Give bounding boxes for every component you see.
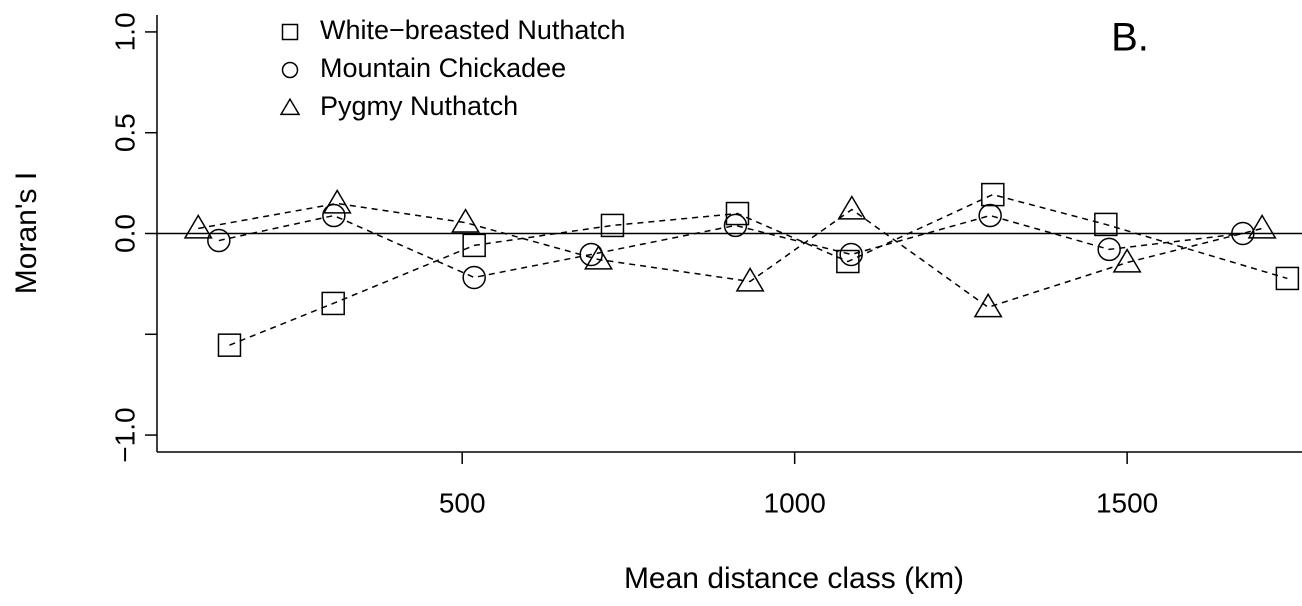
data-point — [723, 213, 748, 238]
data-point — [981, 182, 1005, 207]
data-point — [1231, 221, 1255, 246]
data-point — [583, 245, 614, 270]
legend-marker — [281, 61, 299, 79]
data-point — [1097, 237, 1121, 262]
data-point — [1112, 248, 1142, 273]
y-tick-label: 0.0 — [109, 214, 140, 253]
series-line — [229, 193, 1288, 346]
x-axis-label: Mean distance class (km) — [624, 562, 964, 595]
data-point — [1094, 212, 1118, 237]
data-point — [1275, 266, 1300, 291]
data-point — [725, 201, 750, 226]
legend-marker — [279, 97, 301, 116]
legend-label: Mountain Chickadee — [320, 53, 566, 83]
panel-label: B. — [1111, 16, 1149, 60]
data-point — [183, 214, 213, 239]
series-line — [198, 202, 1263, 309]
data-point — [217, 333, 242, 357]
y-tick-label: −1.0 — [109, 407, 140, 462]
x-tick-label: 1000 — [764, 487, 826, 518]
data-point — [321, 291, 345, 316]
legend-label: Pygmy Nuthatch — [320, 91, 518, 121]
data-point — [600, 213, 625, 238]
series-line — [218, 214, 1243, 279]
data-point — [839, 242, 863, 267]
x-tick-label: 500 — [439, 487, 486, 518]
y-tick-label: 0.5 — [109, 113, 140, 152]
data-point — [978, 203, 1002, 228]
data-point — [973, 292, 1003, 318]
y-axis-label: Moran's I — [10, 172, 43, 294]
data-point — [207, 228, 231, 253]
x-tick-label: 1500 — [1096, 487, 1158, 518]
data-point — [322, 189, 352, 214]
data-point — [735, 267, 765, 292]
data-point — [462, 265, 486, 290]
data-point — [1247, 214, 1277, 239]
data-point — [837, 195, 867, 220]
data-point — [462, 233, 486, 258]
y-tick-label: 1.0 — [109, 12, 140, 51]
data-point — [451, 208, 481, 233]
legend-marker — [281, 23, 299, 41]
legend-label: White−breasted Nuthatch — [320, 15, 625, 45]
